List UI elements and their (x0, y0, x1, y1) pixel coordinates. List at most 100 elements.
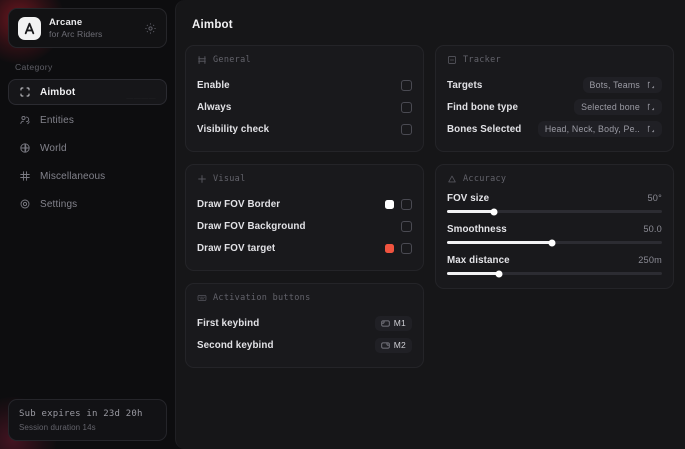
slider-header: Smoothness 50.0 (447, 224, 662, 235)
panel-tracker: Tracker Targets Bots, Teams Find bone ty… (435, 45, 674, 152)
slider-label: Max distance (447, 255, 510, 266)
grid-icon (18, 170, 31, 183)
slider-knob[interactable] (490, 208, 498, 215)
gear-icon[interactable] (144, 22, 157, 35)
expand-icon (647, 103, 655, 111)
slider-value: 50° (647, 193, 662, 203)
panel-title: General (213, 55, 251, 65)
panel-general: General Enable Always (185, 45, 424, 152)
slider-fill (447, 272, 499, 275)
slider-knob[interactable] (495, 270, 503, 277)
row-controls (385, 198, 412, 210)
smoothness-slider-track[interactable] (447, 239, 662, 246)
draw-fov-target-checkbox[interactable] (401, 242, 412, 254)
panel-visual: Visual Draw FOV Border Draw FOV Backgrou… (185, 164, 424, 271)
panel-header: Activation buttons (197, 293, 412, 303)
sidebar-item-miscellaneous[interactable]: Miscellaneous (8, 163, 167, 189)
globe-icon (18, 142, 31, 155)
row-label: Bones Selected (447, 123, 522, 135)
fov-border-color-swatch[interactable] (385, 199, 394, 209)
panel-title: Visual (213, 174, 246, 184)
row-label: First keybind (197, 317, 260, 329)
row-first-keybind: First keybind M1 (197, 312, 412, 334)
panel-header: General (197, 55, 412, 65)
row-draw-fov-border: Draw FOV Border (197, 193, 412, 215)
slider-fov-size: FOV size 50° (447, 193, 662, 215)
app-card[interactable]: Arcane for Arc Riders (8, 8, 167, 48)
sidebar-item-entities[interactable]: Entities (8, 107, 167, 133)
panel-title: Accuracy (463, 174, 507, 184)
panel-columns: General Enable Always (185, 45, 675, 380)
entities-icon (18, 114, 31, 127)
slider-fill (447, 210, 495, 213)
slider-max-distance: Max distance 250m (447, 255, 662, 277)
first-keybind-button[interactable]: M1 (374, 315, 412, 331)
visibility-check-checkbox[interactable] (401, 123, 412, 135)
keybind-value: M1 (393, 318, 406, 328)
targets-dropdown[interactable]: Bots, Teams (582, 77, 662, 93)
row-label: Draw FOV Border (197, 198, 281, 210)
slider-knob[interactable] (548, 239, 556, 246)
always-checkbox[interactable] (401, 101, 412, 113)
session-duration: Session duration 14s (19, 423, 96, 432)
app-logo-icon (18, 16, 41, 40)
panel-header: Tracker (447, 55, 662, 65)
row-label: Enable (197, 79, 230, 91)
slider-value: 250m (638, 255, 662, 265)
keybind-value: M2 (393, 340, 406, 350)
sidebar-item-label: Entities (40, 114, 74, 126)
sidebar-item-aimbot[interactable]: Aimbot ———— (8, 79, 167, 105)
bones-selected-value: Head, Neck, Body, Pe.. (544, 124, 640, 134)
row-always: Always (197, 96, 412, 118)
expand-icon (647, 125, 655, 133)
tracker-icon (447, 55, 457, 65)
row-label: Targets (447, 79, 483, 91)
row-label: Draw FOV target (197, 242, 276, 254)
row-controls (401, 79, 412, 91)
app-subtitle: for Arc Riders (49, 29, 103, 40)
expand-icon (647, 81, 655, 89)
row-label: Always (197, 101, 232, 113)
draw-fov-background-checkbox[interactable] (401, 220, 412, 232)
category-label: Category (15, 62, 53, 72)
row-visibility-check: Visibility check (197, 118, 412, 140)
subscription-status-card: Sub expires in 23d 20h Session duration … (8, 399, 167, 441)
slider-smoothness: Smoothness 50.0 (447, 224, 662, 246)
targets-value: Bots, Teams (589, 80, 640, 90)
mouse-icon (381, 342, 390, 348)
row-controls (401, 123, 412, 135)
bones-selected-dropdown[interactable]: Head, Neck, Body, Pe.. (537, 121, 662, 137)
row-draw-fov-target: Draw FOV target (197, 237, 412, 259)
keyboard-icon (197, 293, 207, 303)
slider-label: Smoothness (447, 224, 507, 235)
mouse-icon (381, 320, 390, 326)
row-draw-fov-background: Draw FOV Background (197, 215, 412, 237)
draw-fov-border-checkbox[interactable] (401, 198, 412, 210)
sidebar-item-label: World (40, 142, 67, 154)
sidebar-item-world[interactable]: World (8, 135, 167, 161)
second-keybind-button[interactable]: M2 (374, 337, 412, 353)
slider-value: 50.0 (643, 224, 662, 234)
find-bone-type-value: Selected bone (581, 102, 640, 112)
accuracy-icon (447, 174, 457, 184)
enable-checkbox[interactable] (401, 79, 412, 91)
gear-icon (18, 198, 31, 211)
panel-header: Accuracy (447, 174, 662, 184)
find-bone-type-dropdown[interactable]: Selected bone (574, 99, 662, 115)
sidebar-item-label: Aimbot (40, 86, 76, 98)
fov-target-color-swatch[interactable] (385, 243, 394, 253)
max-distance-slider-track[interactable] (447, 270, 662, 277)
panel-title: Activation buttons (213, 293, 311, 303)
row-second-keybind: Second keybind M2 (197, 334, 412, 356)
crosshair-icon (18, 86, 31, 99)
panel-activation-buttons: Activation buttons First keybind M1 (185, 283, 424, 368)
row-label: Draw FOV Background (197, 220, 306, 232)
sidebar-item-settings[interactable]: Settings (8, 191, 167, 217)
fov-size-slider-track[interactable] (447, 208, 662, 215)
row-targets: Targets Bots, Teams (447, 74, 662, 96)
slider-header: FOV size 50° (447, 193, 662, 204)
general-icon (197, 55, 207, 65)
row-enable: Enable (197, 74, 412, 96)
app-name: Arcane (49, 16, 83, 28)
